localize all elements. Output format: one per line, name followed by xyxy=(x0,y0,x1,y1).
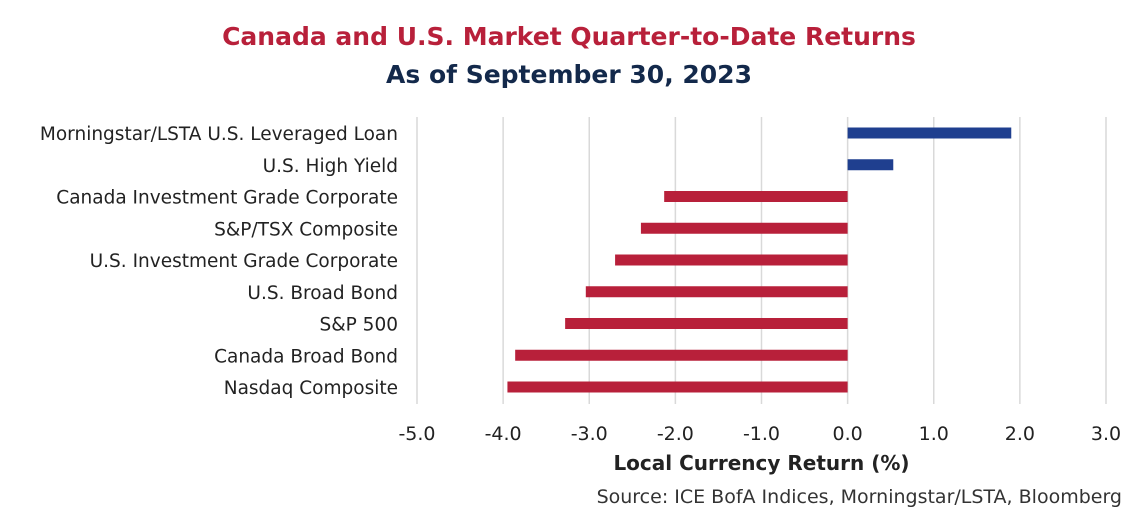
bar xyxy=(640,222,848,234)
x-tick-label: 1.0 xyxy=(919,423,949,445)
x-tick-label: -2.0 xyxy=(657,423,694,445)
category-label: S&P/TSX Composite xyxy=(214,219,398,240)
category-label: U.S. High Yield xyxy=(263,156,398,177)
chart-subtitle: As of September 30, 2023 xyxy=(386,60,752,89)
category-label: U.S. Investment Grade Corporate xyxy=(90,251,398,272)
chart-title: Canada and U.S. Market Quarter-to-Date R… xyxy=(222,22,916,51)
x-tick-label: 2.0 xyxy=(1005,423,1035,445)
x-tick-label: 0.0 xyxy=(833,423,863,445)
bar xyxy=(515,349,848,361)
category-label: Canada Broad Bond xyxy=(214,346,398,367)
category-label: Morningstar/LSTA U.S. Leveraged Loan xyxy=(40,124,398,145)
x-tick-label: -1.0 xyxy=(743,423,780,445)
bar xyxy=(847,127,1012,139)
source-note: Source: ICE BofA Indices, Morningstar/LS… xyxy=(596,486,1122,508)
bar xyxy=(507,381,848,393)
x-tick-label: -4.0 xyxy=(485,423,522,445)
x-axis-label: Local Currency Return (%) xyxy=(613,451,909,475)
bar xyxy=(664,191,848,202)
category-label: Canada Investment Grade Corporate xyxy=(56,188,398,209)
x-tick-label: -3.0 xyxy=(571,423,608,445)
category-label: Nasdaq Composite xyxy=(224,378,398,399)
bar xyxy=(847,159,894,171)
x-tick-label: 3.0 xyxy=(1091,423,1121,445)
bar xyxy=(615,254,848,266)
bar xyxy=(585,286,848,298)
category-label: S&P 500 xyxy=(319,315,398,336)
category-label: U.S. Broad Bond xyxy=(247,283,398,304)
x-tick-label: -5.0 xyxy=(398,423,435,445)
bar xyxy=(565,318,848,329)
